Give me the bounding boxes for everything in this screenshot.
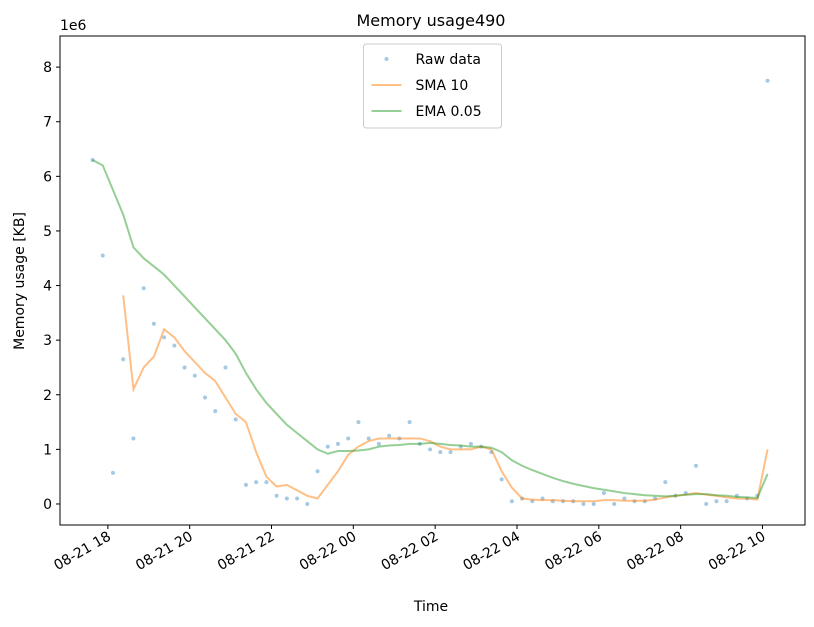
data-point [714,499,719,504]
data-point [305,501,310,506]
legend-label: SMA 10 [416,78,469,94]
y-tick-label: 4 [43,279,52,295]
data-point [509,499,514,504]
data-point [110,470,115,475]
data-point [448,450,453,455]
y-axis-label: Memory usage [KB] [12,212,28,350]
data-point [468,441,473,446]
y-tick-label: 7 [43,115,52,131]
data-point [295,496,300,501]
data-point [591,501,596,506]
data-point [663,480,668,485]
data-point [438,450,443,455]
data-point [264,480,269,485]
legend-marker [384,57,389,61]
data-point [428,447,433,452]
data-point [622,496,627,501]
data-point [601,491,606,496]
data-point [407,420,412,425]
data-point [121,357,126,362]
x-axis-label: Time [413,599,448,615]
data-point [765,78,770,83]
y-tick-label: 6 [43,169,52,185]
data-point [315,469,320,474]
data-point [724,499,729,504]
data-point [693,463,698,468]
chart-title: Memory usage490 [357,11,506,30]
y-tick-label: 8 [43,60,52,76]
series-line [122,295,769,503]
data-point [376,441,381,446]
plot-frame [59,35,806,526]
y-tick-label: 5 [43,224,52,240]
data-point [233,417,238,422]
data-point [499,477,504,482]
data-point [274,493,279,498]
data-point [284,496,289,501]
data-point [162,335,167,340]
data-point [366,436,371,441]
series-line [92,159,769,500]
data-point [131,436,136,441]
data-point [100,253,105,258]
data-point [612,501,617,506]
data-point [192,373,197,378]
data-point [203,395,208,400]
plot-area [90,78,770,506]
data-point [325,444,330,449]
data-point [335,441,340,446]
data-point [581,501,586,506]
y-tick-label: 1 [43,442,52,458]
y-offset-label: 1e6 [60,18,87,34]
data-point [213,409,218,414]
data-point [151,321,156,326]
legend-box [363,43,502,129]
data-point [704,501,709,506]
data-point [172,343,177,348]
legend-label: Raw data [416,52,481,68]
data-point [223,365,228,370]
data-point [356,420,361,425]
data-point [182,365,187,370]
y-tick-label: 3 [43,333,52,349]
legend-label: EMA 0.05 [416,104,482,120]
data-point [243,482,248,487]
data-point [254,480,259,485]
y-tick-label: 0 [43,497,52,513]
data-point [346,436,351,441]
data-point [141,286,146,291]
y-tick-label: 2 [43,388,52,404]
data-point [387,433,392,438]
